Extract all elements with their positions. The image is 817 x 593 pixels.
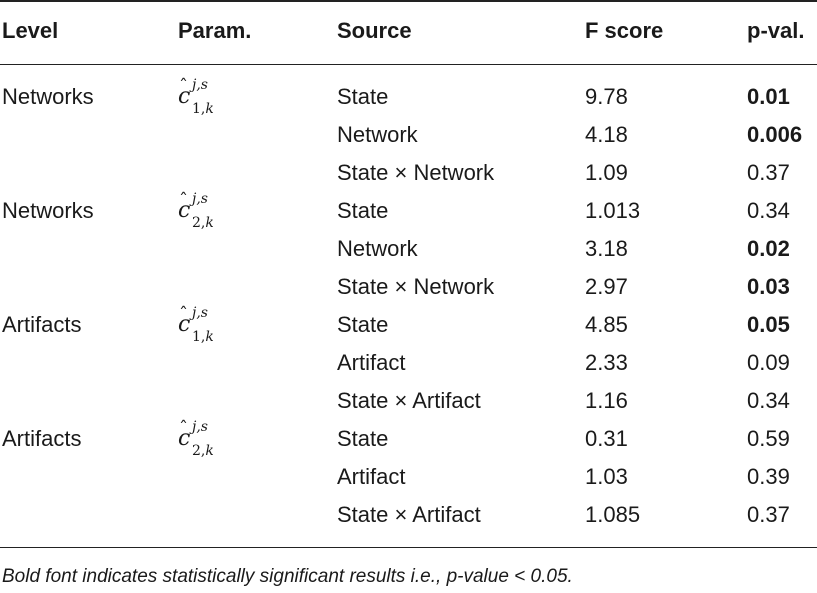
row-source: Artifact: [337, 464, 406, 489]
row-level: Networks: [2, 84, 94, 109]
row-fscore: 4.85: [585, 312, 628, 337]
header-level: Level: [2, 18, 59, 43]
param-subscript-variable: k: [205, 329, 214, 345]
row-source: State × Network: [337, 160, 495, 185]
row-pval: 0.006: [747, 122, 803, 147]
param-subscript-index: 1: [192, 101, 201, 117]
header-pval: p-val.: [747, 18, 805, 43]
row-fscore: 0.31: [585, 426, 628, 451]
row-pval: 0.01: [747, 84, 790, 109]
row-source: State: [337, 198, 389, 223]
row-fscore: 2.97: [585, 274, 628, 299]
row-pval: 0.34: [747, 198, 790, 223]
row-source: Artifact: [337, 350, 406, 375]
row-level: Networks: [2, 198, 94, 223]
row-param: c ˆ j,s 1,k: [178, 76, 214, 117]
param-superscript: j,s: [192, 419, 208, 435]
param-base: c: [178, 426, 191, 451]
row-pval: 0.09: [747, 350, 790, 375]
row-pval: 0.37: [747, 502, 790, 527]
param-subscript: 1,k: [192, 96, 214, 122]
row-fscore: 1.085: [585, 502, 641, 527]
row-pval: 0.37: [747, 160, 790, 185]
param-subscript-variable: k: [205, 443, 214, 459]
row-param: c ˆ j,s 2,k: [178, 418, 214, 459]
param-subscript-separator: ,: [200, 329, 206, 345]
hat-accent-icon: ˆ: [179, 190, 188, 211]
row-level: Artifacts: [2, 312, 82, 337]
row-source: State × Artifact: [337, 502, 481, 527]
header-source: Source: [337, 18, 412, 43]
param-subscript-separator: ,: [200, 443, 206, 459]
param-subscript-separator: ,: [200, 101, 206, 117]
row-fscore: 4.18: [585, 122, 628, 147]
table-footnote: Bold font indicates statistically signif…: [2, 566, 573, 587]
param-subscript-index: 1: [192, 329, 201, 345]
row-pval: 0.03: [747, 274, 790, 299]
row-pval: 0.59: [747, 426, 790, 451]
header-fscore: F score: [585, 18, 664, 43]
row-fscore: 9.78: [585, 84, 628, 109]
param-base: c: [178, 84, 191, 109]
row-param: c ˆ j,s 1,k: [178, 304, 214, 345]
row-fscore: 3.18: [585, 236, 628, 261]
param-subscript-variable: k: [205, 215, 214, 231]
param-base: c: [178, 198, 191, 223]
header-rule: [0, 64, 817, 65]
row-source: Network: [337, 236, 418, 261]
param-subscript-index: 2: [192, 215, 201, 231]
table-bottom-rule: [0, 547, 817, 548]
param-subscript: 2,k: [192, 210, 214, 236]
row-source: State: [337, 426, 389, 451]
param-subscript-variable: k: [205, 101, 214, 117]
row-pval: 0.39: [747, 464, 790, 489]
row-source: State: [337, 312, 389, 337]
row-pval: 0.34: [747, 388, 790, 413]
row-fscore: 1.03: [585, 464, 628, 489]
row-fscore: 1.09: [585, 160, 628, 185]
row-fscore: 2.33: [585, 350, 628, 375]
row-fscore: 1.16: [585, 388, 628, 413]
row-param: c ˆ j,s 2,k: [178, 190, 214, 231]
param-subscript-separator: ,: [200, 215, 206, 231]
row-level: Artifacts: [2, 426, 82, 451]
param-base: c: [178, 312, 191, 337]
param-superscript: j,s: [192, 77, 208, 93]
row-source: State: [337, 84, 389, 109]
param-subscript-index: 2: [192, 443, 201, 459]
hat-accent-icon: ˆ: [179, 304, 188, 325]
row-pval: 0.02: [747, 236, 790, 261]
row-pval: 0.05: [747, 312, 790, 337]
param-subscript: 1,k: [192, 324, 214, 350]
param-superscript: j,s: [192, 305, 208, 321]
row-source: Network: [337, 122, 418, 147]
hat-accent-icon: ˆ: [179, 76, 188, 97]
header-param: Param.: [178, 18, 252, 43]
table-top-rule: [0, 0, 817, 2]
param-subscript: 2,k: [192, 438, 214, 464]
row-source: State × Network: [337, 274, 495, 299]
row-source: State × Artifact: [337, 388, 481, 413]
param-superscript: j,s: [192, 191, 208, 207]
row-fscore: 1.013: [585, 198, 641, 223]
hat-accent-icon: ˆ: [179, 418, 188, 439]
